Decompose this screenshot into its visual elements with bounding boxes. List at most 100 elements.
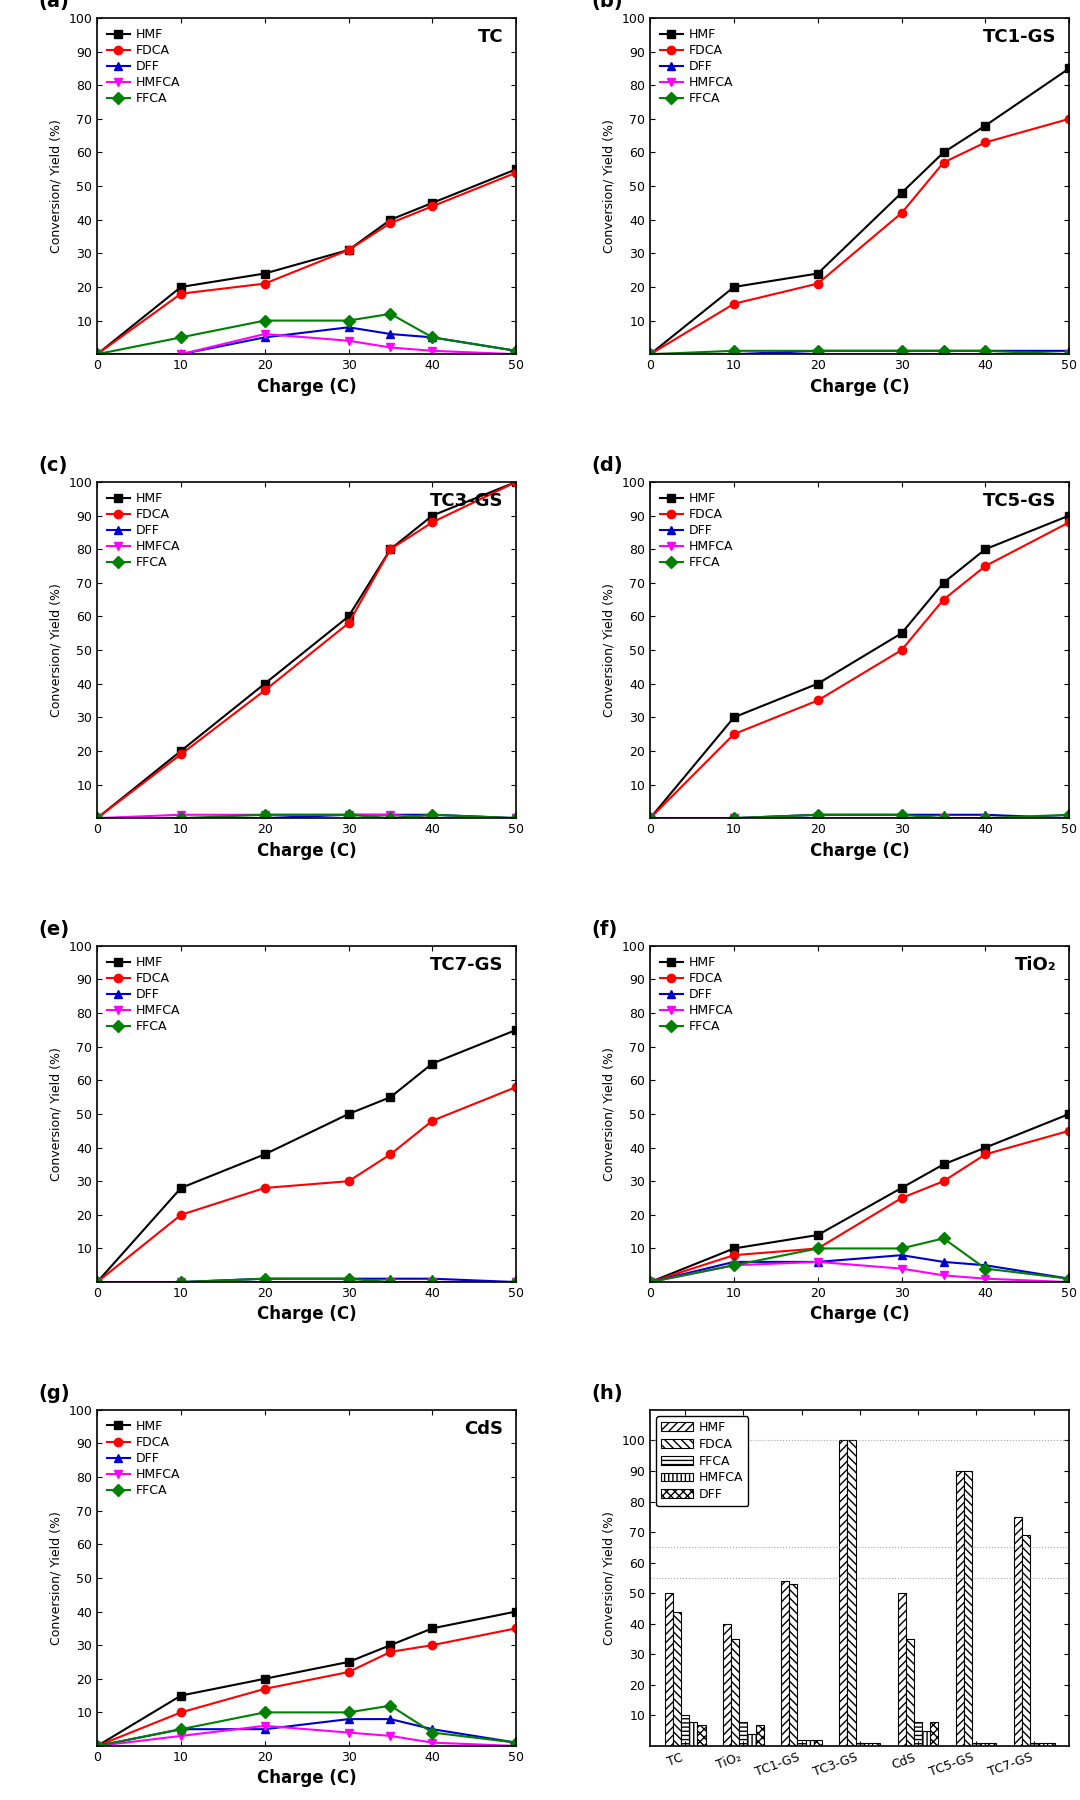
FFCA — [258, 310, 271, 331]
Line: HMF: HMF — [93, 1026, 521, 1287]
HMF — [644, 1271, 657, 1292]
FFCA — [384, 1271, 397, 1292]
HMF — [426, 1618, 438, 1640]
X-axis label: Charge (C): Charge (C) — [257, 378, 356, 396]
HMFCA — [342, 329, 355, 351]
Line: FDCA: FDCA — [93, 477, 521, 823]
HMF — [1063, 1103, 1076, 1125]
FDCA — [895, 202, 908, 223]
FFCA — [426, 805, 438, 826]
X-axis label: Charge (C): Charge (C) — [257, 842, 356, 860]
Bar — [731, 1640, 740, 1746]
FFCA — [426, 326, 438, 347]
DFF — [342, 805, 355, 826]
Text: (e): (e) — [39, 920, 70, 940]
Y-axis label: Conversion/ Yield (%): Conversion/ Yield (%) — [50, 119, 63, 254]
HMFCA — [644, 808, 657, 830]
HMFCA — [895, 1258, 908, 1280]
Text: (b): (b) — [592, 0, 623, 11]
DFF — [91, 1271, 104, 1292]
HMFCA — [342, 805, 355, 826]
FDCA — [937, 589, 950, 610]
FDCA — [510, 162, 523, 184]
FFCA — [937, 340, 950, 362]
FFCA — [175, 1271, 188, 1292]
Line: HMFCA: HMFCA — [93, 1278, 521, 1287]
Legend: HMF, FDCA, FFCA, HMFCA, DFF: HMF, FDCA, FFCA, HMFCA, DFF — [657, 1417, 748, 1507]
FDCA — [426, 1634, 438, 1656]
FDCA — [258, 274, 271, 295]
Line: FFCA: FFCA — [93, 810, 521, 823]
FDCA — [811, 689, 824, 711]
HMFCA — [728, 808, 741, 830]
DFF — [342, 317, 355, 338]
Bar — [756, 1724, 764, 1746]
Line: HMF: HMF — [93, 1607, 521, 1750]
DFF — [384, 324, 397, 346]
FDCA — [91, 808, 104, 830]
HMF — [895, 1177, 908, 1199]
FFCA — [342, 1701, 355, 1723]
HMF — [342, 1103, 355, 1125]
FDCA — [644, 808, 657, 830]
FFCA — [1063, 1267, 1076, 1289]
HMF — [978, 1138, 991, 1159]
HMF — [510, 1019, 523, 1040]
HMF — [811, 1224, 824, 1246]
FDCA — [895, 639, 908, 661]
Line: FFCA: FFCA — [93, 310, 521, 358]
X-axis label: Charge (C): Charge (C) — [810, 842, 909, 860]
DFF — [510, 1732, 523, 1753]
HMF — [510, 472, 523, 493]
Bar — [906, 1640, 914, 1746]
HMF — [978, 538, 991, 560]
HMF — [384, 538, 397, 560]
FFCA — [811, 340, 824, 362]
FDCA — [644, 1271, 657, 1292]
Bar — [972, 1742, 981, 1746]
DFF — [258, 326, 271, 347]
HMFCA — [644, 344, 657, 365]
HMF — [937, 142, 950, 164]
Text: (a): (a) — [39, 0, 69, 11]
X-axis label: Charge (C): Charge (C) — [257, 1769, 356, 1787]
DFF — [384, 1267, 397, 1289]
Text: (d): (d) — [592, 455, 623, 475]
HMFCA — [978, 344, 991, 365]
Bar — [855, 1742, 864, 1746]
X-axis label: Charge (C): Charge (C) — [810, 1305, 909, 1323]
FFCA — [1063, 805, 1076, 826]
FFCA — [811, 1238, 824, 1260]
DFF — [426, 1267, 438, 1289]
Bar — [723, 1624, 731, 1746]
Bar — [956, 1471, 963, 1746]
DFF — [175, 344, 188, 365]
HMF — [384, 1087, 397, 1109]
HMF — [175, 1685, 188, 1706]
Bar — [806, 1741, 813, 1746]
FFCA — [258, 805, 271, 826]
FDCA — [91, 1271, 104, 1292]
Y-axis label: Conversion/ Yield (%): Conversion/ Yield (%) — [50, 583, 63, 716]
DFF — [342, 1267, 355, 1289]
Text: TiO₂: TiO₂ — [1015, 956, 1056, 974]
DFF — [384, 1708, 397, 1730]
Line: FFCA: FFCA — [646, 1235, 1074, 1287]
Bar — [963, 1471, 972, 1746]
Text: TC1-GS: TC1-GS — [983, 29, 1056, 47]
FFCA — [1063, 344, 1076, 365]
HMF — [342, 1651, 355, 1672]
Y-axis label: Conversion/ Yield (%): Conversion/ Yield (%) — [50, 1510, 63, 1645]
DFF — [644, 808, 657, 830]
HMF — [426, 1053, 438, 1075]
FDCA — [510, 1076, 523, 1098]
Line: FDCA: FDCA — [93, 169, 521, 358]
FDCA — [342, 612, 355, 634]
DFF — [258, 808, 271, 830]
Bar — [665, 1593, 673, 1746]
Legend: HMF, FDCA, DFF, HMFCA, FFCA: HMF, FDCA, DFF, HMFCA, FFCA — [657, 952, 738, 1037]
DFF — [978, 340, 991, 362]
Bar — [872, 1742, 880, 1746]
HMF — [644, 344, 657, 365]
Text: TC7-GS: TC7-GS — [430, 956, 503, 974]
